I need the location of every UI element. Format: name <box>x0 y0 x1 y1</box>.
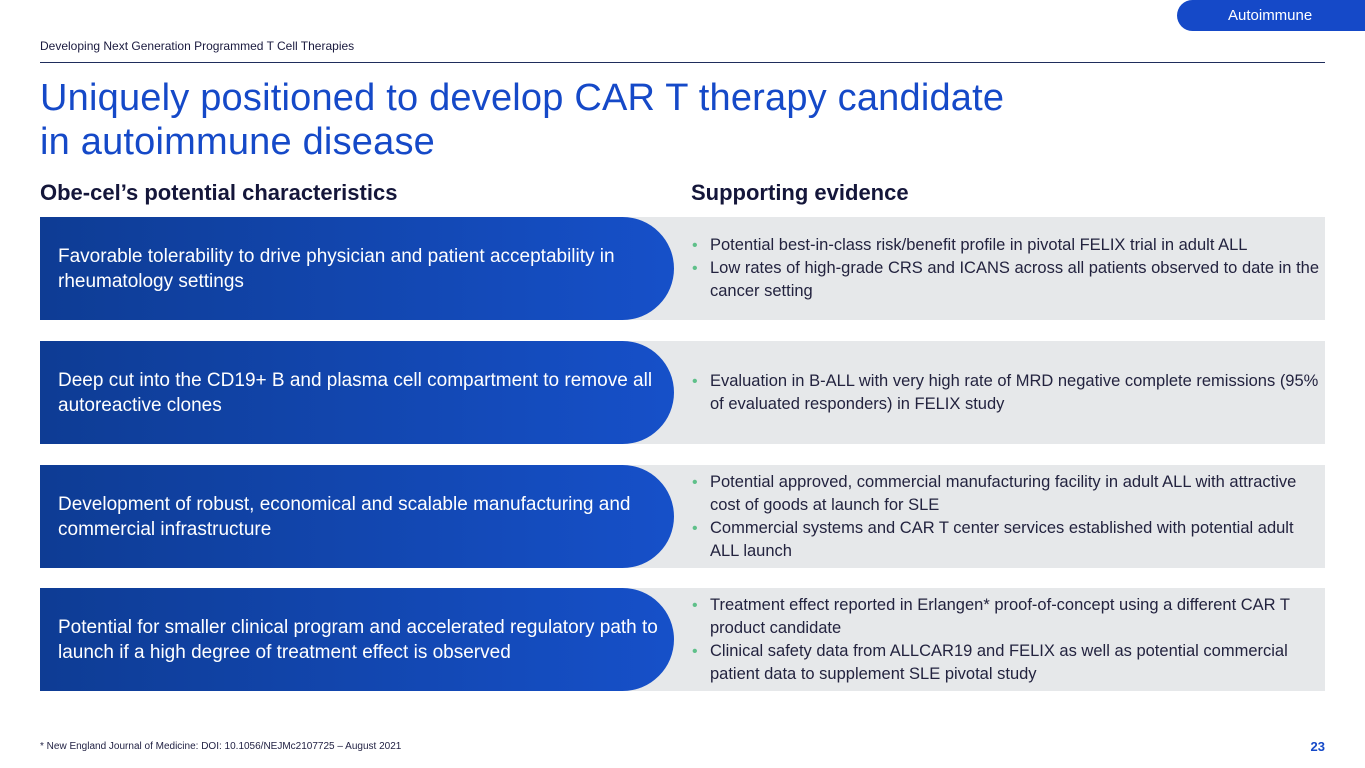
characteristic-text: Potential for smaller clinical program a… <box>58 616 658 663</box>
evidence-item: • Low rates of high-grade CRS and ICANS … <box>691 257 1319 303</box>
title-line-1: Uniquely positioned to develop CAR T the… <box>40 77 1005 119</box>
bullet-icon: • <box>692 519 698 537</box>
evidence-item: • Evaluation in B-ALL with very high rat… <box>691 370 1319 416</box>
evidence-list: • Treatment effect reported in Erlangen*… <box>691 588 1325 691</box>
evidence-panel <box>600 588 1325 691</box>
category-tag: Autoimmune <box>1177 0 1365 31</box>
title-line-2: in autoimmune disease <box>40 121 435 163</box>
evidence-item: • Clinical safety data from ALLCAR19 and… <box>691 640 1319 686</box>
bullet-icon: • <box>692 260 698 277</box>
comparison-row: Deep cut into the CD19+ B and plasma cel… <box>40 341 1325 444</box>
comparison-row: Potential for smaller clinical program a… <box>40 588 1325 691</box>
evidence-list: • Evaluation in B-ALL with very high rat… <box>691 341 1325 444</box>
evidence-item: • Treatment effect reported in Erlangen*… <box>691 594 1319 640</box>
bullet-icon: • <box>692 596 698 614</box>
evidence-item: • Potential approved, commercial manufac… <box>691 471 1319 517</box>
evidence-item: • Potential best-in-class risk/benefit p… <box>691 234 1319 257</box>
characteristic-text: Development of robust, economical and sc… <box>58 493 631 540</box>
evidence-panel <box>600 341 1325 444</box>
evidence-text: Potential best-in-class risk/benefit pro… <box>710 236 1248 254</box>
evidence-list: • Potential best-in-class risk/benefit p… <box>691 217 1325 320</box>
evidence-text: Evaluation in B-ALL with very high rate … <box>710 371 1319 413</box>
characteristic-pill: Favorable tolerability to drive physicia… <box>40 217 674 320</box>
characteristic-text: Favorable tolerability to drive physicia… <box>58 245 615 292</box>
characteristic-pill: Potential for smaller clinical program a… <box>40 588 674 691</box>
comparison-row: Favorable tolerability to drive physicia… <box>40 217 1325 320</box>
evidence-item: • Commercial systems and CAR T center se… <box>691 517 1319 563</box>
evidence-text: Treatment effect reported in Erlangen* p… <box>710 595 1290 637</box>
footnote: * New England Journal of Medicine: DOI: … <box>40 741 402 752</box>
bullet-icon: • <box>692 473 698 491</box>
section-label: Developing Next Generation Programmed T … <box>40 39 355 53</box>
evidence-text: Clinical safety data from ALLCAR19 and F… <box>710 641 1288 683</box>
evidence-list: • Potential approved, commercial manufac… <box>691 465 1325 568</box>
evidence-panel <box>600 217 1325 320</box>
bullet-icon: • <box>692 372 698 390</box>
evidence-text: Commercial systems and CAR T center serv… <box>710 518 1294 560</box>
characteristic-text: Deep cut into the CD19+ B and plasma cel… <box>58 369 653 416</box>
characteristic-pill: Deep cut into the CD19+ B and plasma cel… <box>40 341 674 444</box>
header-divider <box>40 62 1325 63</box>
evidence-text: Low rates of high-grade CRS and ICANS ac… <box>710 259 1320 300</box>
column-heading-characteristics: Obe-cel’s potential characteristics <box>40 180 398 205</box>
column-heading-evidence: Supporting evidence <box>691 180 909 205</box>
evidence-text: Potential approved, commercial manufactu… <box>710 472 1297 514</box>
evidence-panel <box>600 465 1325 568</box>
characteristic-pill: Development of robust, economical and sc… <box>40 465 674 568</box>
page-number: 23 <box>1310 739 1325 754</box>
bullet-icon: • <box>692 642 698 660</box>
slide-title: Uniquely positioned to develop CAR T the… <box>40 76 1140 164</box>
comparison-row: Development of robust, economical and sc… <box>40 465 1325 568</box>
bullet-icon: • <box>692 237 698 254</box>
